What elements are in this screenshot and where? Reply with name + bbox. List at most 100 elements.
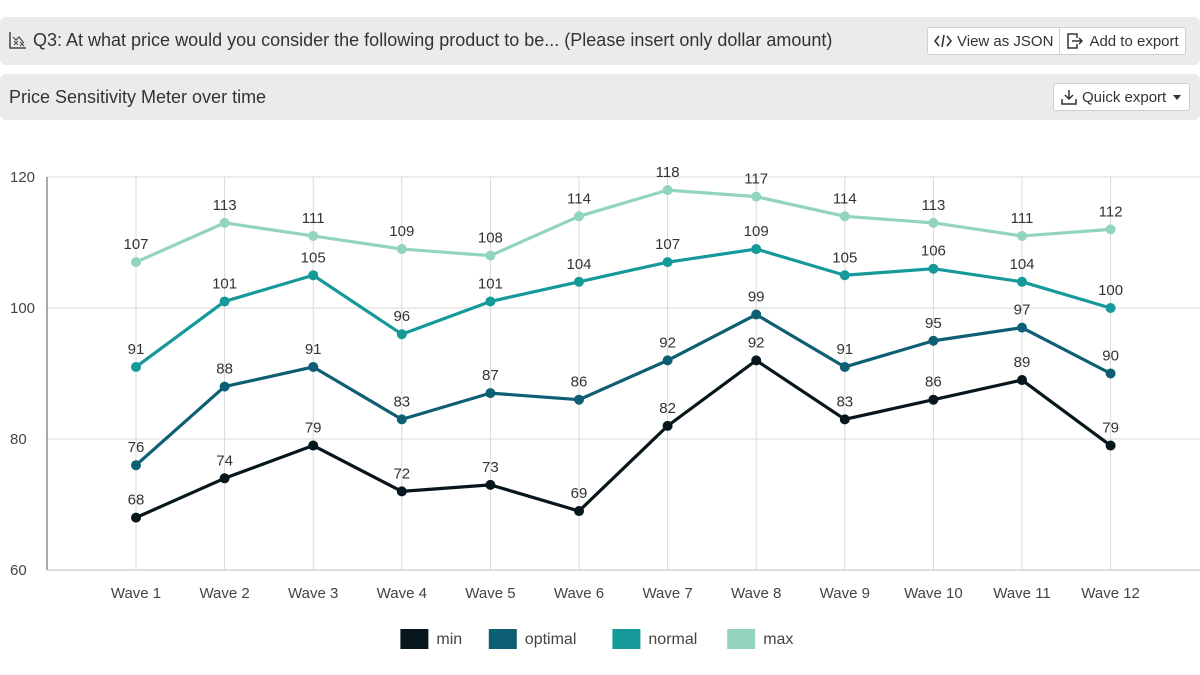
question-header: Q3: At what price would you consider the… [0,17,1200,65]
data-point-normal [1017,276,1027,287]
data-point-optimal [1105,368,1116,379]
data-label-min: 92 [748,334,765,351]
question-title: Q3: At what price would you consider the… [33,30,833,50]
data-point-min [308,440,319,451]
header-button-group: View as JSON Add to export [927,27,1186,55]
legend-label-min: min [436,631,462,648]
data-point-normal [131,361,141,372]
legend-swatch-normal [612,629,641,649]
data-point-min [1017,375,1027,386]
data-label-min: 79 [305,420,322,437]
data-point-max [485,250,496,261]
data-point-optimal [219,381,230,392]
data-point-normal [308,270,319,281]
data-label-min: 73 [482,459,499,476]
export-file-icon [1067,33,1084,49]
quick-export-label: Quick export [1082,88,1167,106]
data-label-optimal: 83 [393,393,410,410]
series-line-max [135,188,1111,264]
data-label-optimal: 91 [836,341,853,358]
legend-swatch-min [400,629,429,649]
data-label-optimal: 95 [925,315,942,332]
data-label-normal: 105 [832,249,857,266]
x-tick-label: Wave 7 [642,585,692,602]
data-point-min [839,414,850,425]
x-tick-label: Wave 10 [904,585,963,602]
data-point-optimal [308,361,319,372]
data-point-max [751,191,762,202]
data-point-max [1105,224,1116,235]
data-label-max: 114 [567,190,591,207]
data-point-max [662,185,673,196]
data-point-optimal [839,361,850,372]
price-sensitivity-chart: 60 80 100 120 Wave 1 Wave 2 Wave 3 Wave 4 Wave 5… [10,164,1200,649]
data-point-optimal [928,335,939,346]
data-point-max [574,211,584,222]
data-label-optimal: 90 [1102,348,1119,365]
y-tick-label: 80 [10,431,27,448]
data-label-max: 111 [1011,210,1034,227]
data-label-min: 89 [1014,354,1031,371]
data-point-normal [928,263,939,274]
data-label-normal: 104 [566,256,591,273]
data-label-max: 108 [478,230,503,247]
data-label-max: 107 [123,236,148,253]
x-tick-label: Wave 8 [731,585,781,602]
data-label-normal: 105 [301,249,326,266]
add-to-export-label: Add to export [1089,32,1179,50]
data-point-optimal [574,394,584,405]
data-point-max [219,217,230,228]
data-point-min [574,506,584,517]
data-label-optimal: 99 [748,289,765,306]
data-point-optimal [1017,322,1027,333]
data-label-max: 117 [744,171,768,188]
add-to-export-button[interactable]: Add to export [1059,28,1184,54]
y-tick-label: 60 [10,562,27,579]
y-tick-label: 100 [10,300,35,317]
x-tick-label: Wave 6 [554,585,604,602]
data-point-min [485,479,496,490]
data-point-optimal [131,460,141,471]
data-label-normal: 107 [655,236,680,253]
y-tick-label: 120 [10,169,35,186]
download-icon [1061,90,1077,105]
data-label-normal: 106 [921,243,946,260]
quick-export-button[interactable]: Quick export [1053,83,1190,111]
data-label-optimal: 92 [659,334,676,351]
x-tick-label: Wave 2 [199,585,249,602]
data-label-max: 112 [1099,203,1123,220]
data-point-normal [396,329,407,340]
legend-label-normal: normal [648,631,697,648]
data-label-max: 118 [656,164,680,181]
x-tick-label: Wave 4 [377,585,427,602]
series-line-normal [135,247,1112,369]
data-label-optimal: 91 [305,341,322,358]
x-tick-label: Wave 5 [465,585,515,602]
data-point-max [131,257,141,268]
chevron-down-icon [1173,94,1182,100]
data-label-normal: 101 [212,275,237,292]
legend-swatch-optimal [488,629,517,649]
data-point-optimal [485,388,496,399]
data-point-max [839,211,850,222]
data-label-optimal: 97 [1014,302,1031,319]
chart-title: Price Sensitivity Meter over time [9,87,267,107]
code-icon [934,34,952,48]
data-label-min: 68 [128,492,145,509]
data-point-max [928,217,939,228]
x-tick-label: Wave 11 [993,585,1051,602]
x-tick-label: Wave 12 [1081,585,1140,602]
view-as-json-button[interactable]: View as JSON [928,28,1059,54]
data-point-min [928,394,939,405]
data-label-normal: 104 [1009,256,1034,273]
data-point-optimal [396,414,407,425]
data-point-max [1017,230,1027,241]
data-point-normal [662,257,673,268]
data-point-min [219,473,230,484]
data-label-optimal: 76 [128,439,145,456]
data-label-normal: 101 [478,275,503,292]
data-point-normal [751,244,762,255]
series-line-optimal [134,312,1112,467]
data-point-max [396,244,407,255]
data-label-max: 109 [389,223,414,240]
